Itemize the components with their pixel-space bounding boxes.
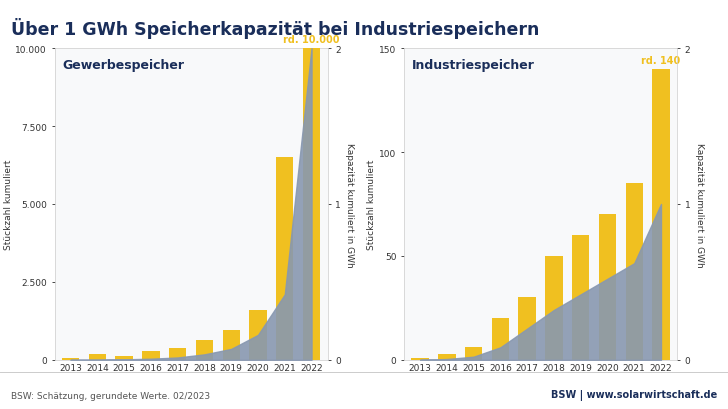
Bar [223, 330, 240, 360]
Text: BSW: Schätzung, gerundete Werte. 02/2023: BSW: Schätzung, gerundete Werte. 02/2023 [11, 391, 210, 400]
Bar [652, 70, 670, 360]
Bar [303, 49, 320, 360]
Bar [491, 319, 509, 360]
Text: Über 1 GWh Speicherkapazität bei Industriespeichern: Über 1 GWh Speicherkapazität bei Industr… [11, 18, 539, 39]
Bar [598, 215, 616, 360]
Bar [249, 310, 266, 360]
Bar [572, 236, 590, 360]
Text: Gewerbespeicher: Gewerbespeicher [63, 58, 185, 72]
Bar [276, 158, 293, 360]
Y-axis label: Stückzahl kumuliert: Stückzahl kumuliert [368, 160, 376, 249]
Bar [89, 354, 106, 360]
Y-axis label: Kapazität kumuliert in GWh: Kapazität kumuliert in GWh [695, 142, 703, 267]
Bar [411, 358, 429, 360]
Bar [465, 348, 483, 360]
Y-axis label: Kapazität kumuliert in GWh: Kapazität kumuliert in GWh [345, 142, 354, 267]
Text: rd. 10.000: rd. 10.000 [283, 35, 340, 45]
Bar [142, 351, 159, 360]
Bar [169, 348, 186, 360]
Bar [438, 354, 456, 360]
Bar [62, 358, 79, 360]
Bar [625, 184, 643, 360]
Bar [196, 340, 213, 360]
Bar [545, 256, 563, 360]
Text: rd. 140: rd. 140 [641, 56, 681, 66]
Bar [518, 298, 536, 360]
Y-axis label: Stückzahl kumuliert: Stückzahl kumuliert [4, 160, 12, 249]
Bar [116, 356, 133, 360]
Text: Industriespeicher: Industriespeicher [412, 58, 535, 72]
Text: BSW | www.solarwirtschaft.de: BSW | www.solarwirtschaft.de [551, 389, 717, 400]
